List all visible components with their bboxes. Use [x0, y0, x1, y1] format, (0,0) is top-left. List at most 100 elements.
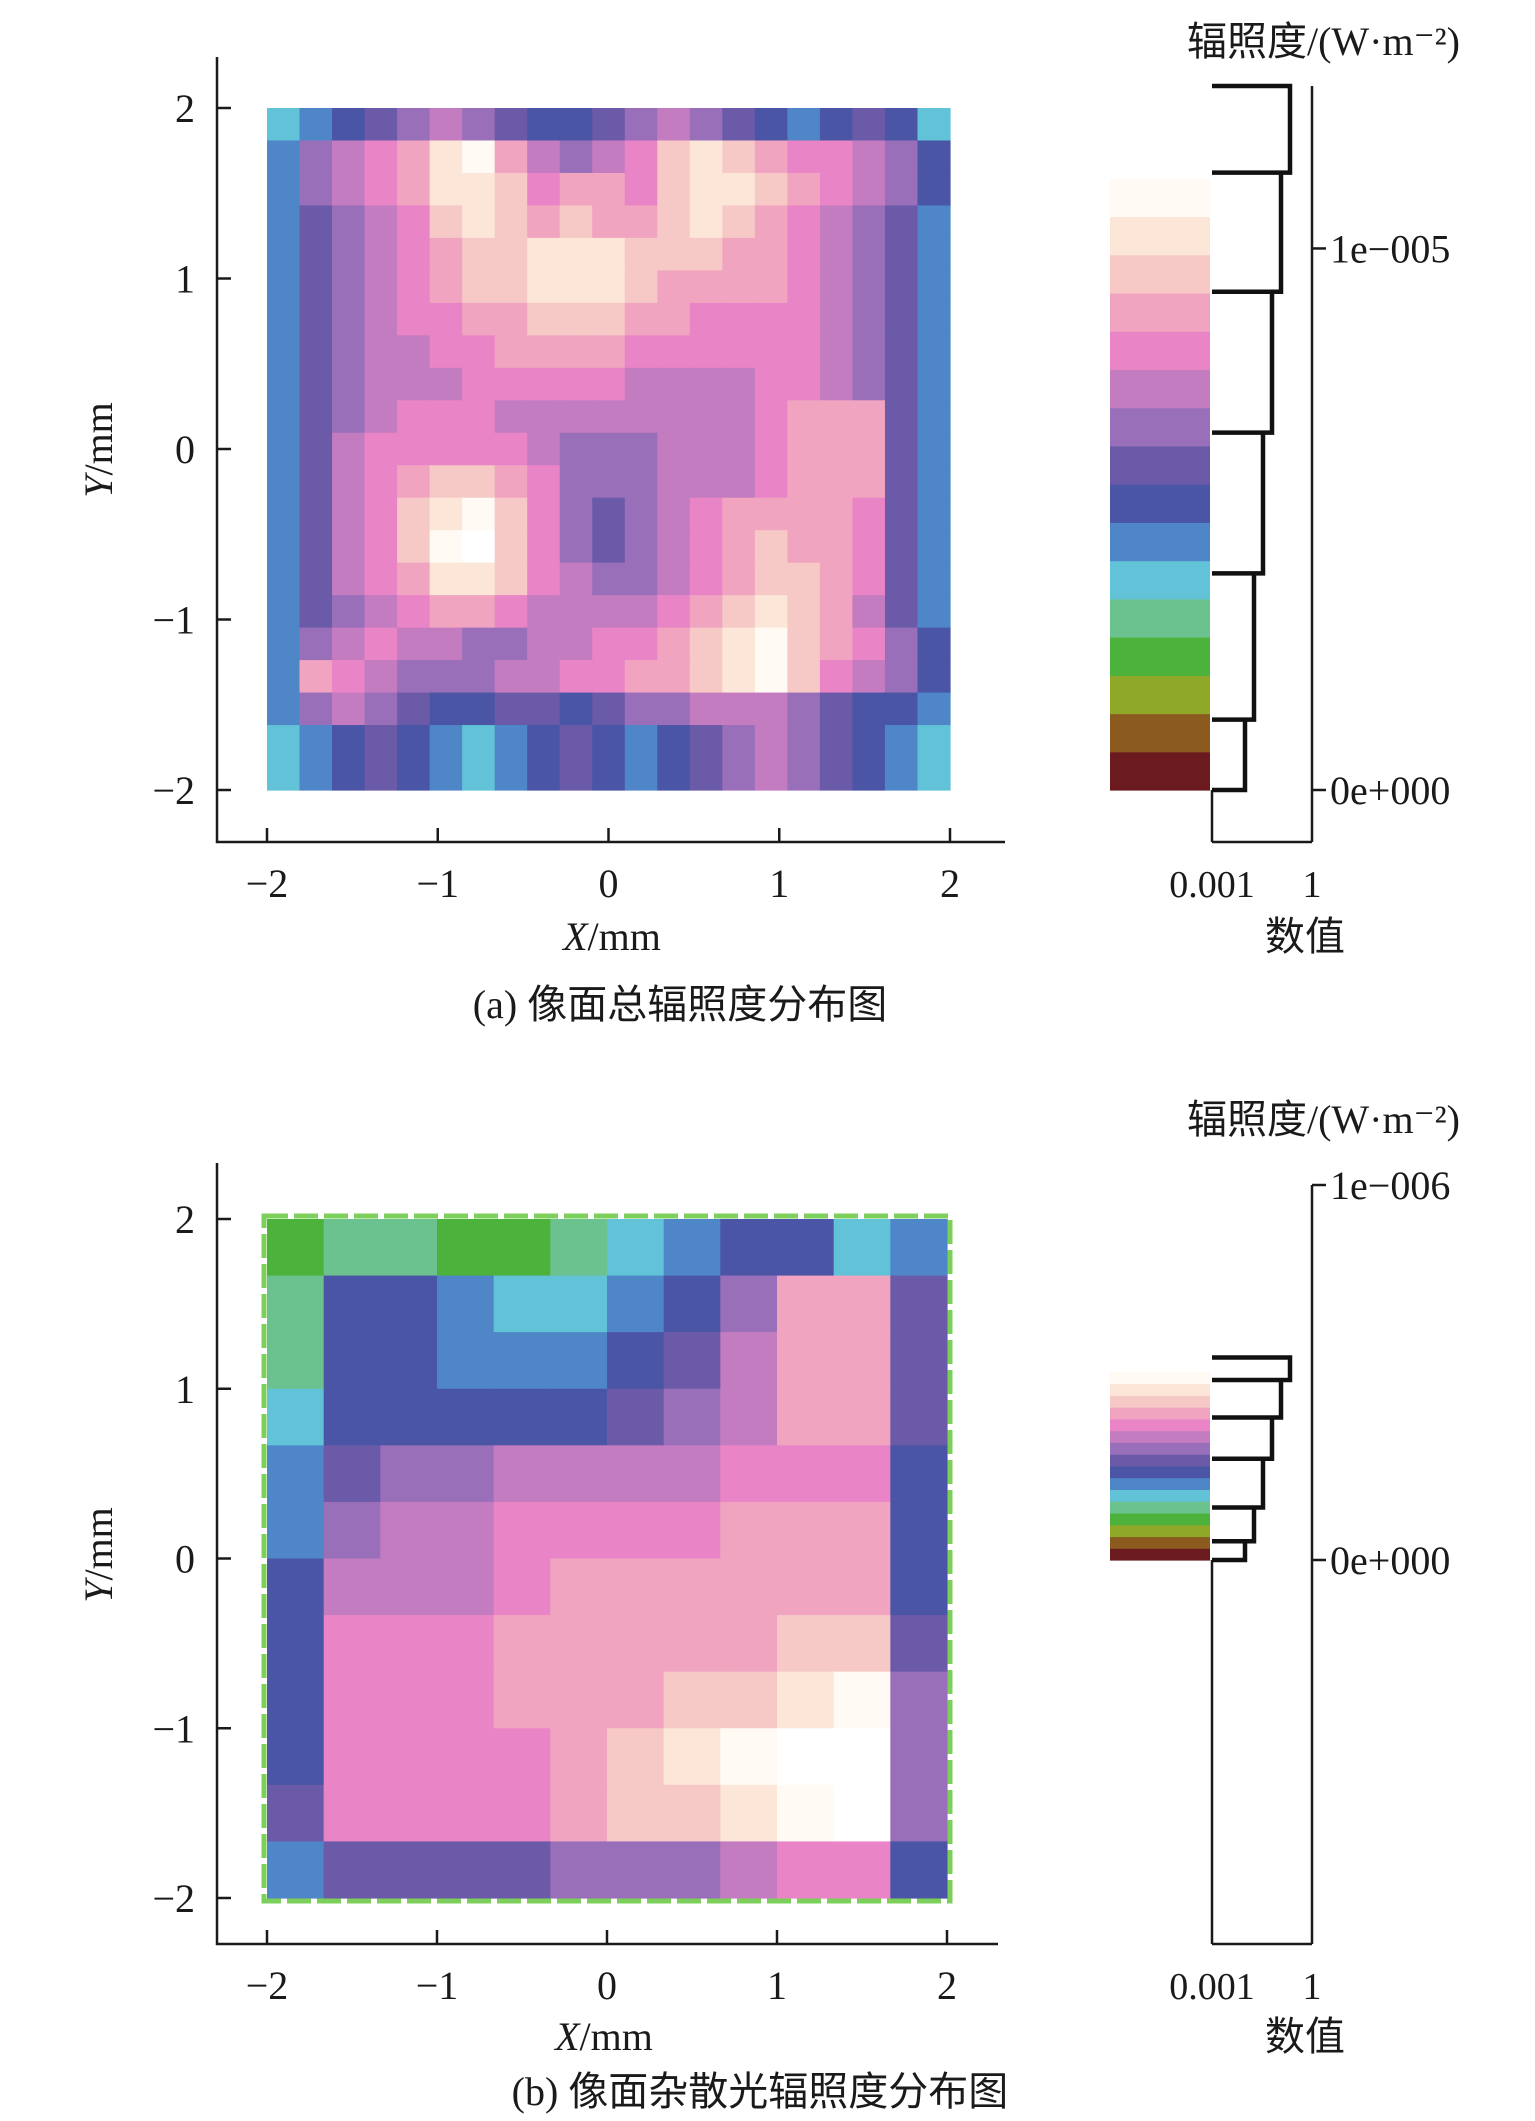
heatmap-cell: [462, 237, 496, 271]
colorbar-tick-label: 1e−005: [1330, 226, 1450, 271]
colorbar-swatch: [1110, 1524, 1210, 1538]
heatmap-cell: [884, 692, 919, 726]
colorbar-tick-label: 1e−006: [1330, 1163, 1450, 1208]
heatmap-cell: [592, 757, 626, 791]
heatmap-cell: [494, 595, 528, 629]
heatmap-cell: [720, 1332, 778, 1390]
heatmap-cell: [592, 335, 626, 369]
heatmap-cell: [787, 627, 821, 661]
x-axis-label-b: X/mm: [553, 2014, 653, 2059]
heatmap-cell: [550, 1615, 608, 1673]
heatmap-cell: [429, 400, 463, 434]
heatmap-cell: [689, 465, 723, 499]
heatmap-cell: [323, 1784, 381, 1843]
heatmap-cell: [657, 725, 691, 759]
heatmap-cell: [267, 660, 301, 694]
heatmap-cell: [657, 140, 691, 174]
heatmap-cell: [550, 1219, 608, 1277]
heatmap-cell: [819, 595, 854, 629]
heatmap-cell: [722, 432, 756, 466]
heatmap-cell: [657, 692, 691, 726]
heatmap-cell: [689, 530, 723, 564]
heatmap-cell: [624, 270, 658, 304]
heatmap-cell: [559, 432, 593, 466]
heatmap-cell: [852, 562, 886, 596]
colorbar-swatch: [1110, 484, 1210, 523]
heatmap-cell: [890, 1615, 948, 1673]
heatmap-cell: [663, 1784, 721, 1843]
heatmap-cell: [494, 400, 528, 434]
colorbar-swatch: [1110, 522, 1210, 562]
colorbar-ticks-a: 1e−005 0e+000: [1312, 226, 1450, 813]
heatmap-cell: [689, 692, 723, 726]
y-tick-label: −2: [152, 1876, 195, 1921]
heatmap-cell: [437, 1501, 495, 1560]
heatmap-cell: [819, 172, 854, 207]
heatmap-cell: [559, 725, 593, 759]
heatmap-cell: [657, 660, 691, 694]
heatmap-cell: [787, 530, 821, 564]
heatmap-cell: [777, 1615, 835, 1673]
heatmap-cell: [462, 172, 496, 207]
x-tick-label: −1: [416, 861, 459, 906]
heatmap-cell: [332, 530, 366, 564]
heatmap-cell: [663, 1501, 721, 1560]
heatmap-cell: [494, 660, 528, 694]
histogram-a: [1210, 83, 1314, 844]
detector-outline: [261, 1213, 953, 1904]
heatmap-cell: [267, 140, 301, 174]
heatmap-cell: [663, 1615, 721, 1673]
heatmap-cell: [689, 400, 723, 434]
heatmap-cell: [890, 1501, 948, 1560]
heatmap-cell: [429, 595, 463, 629]
heatmap-cell: [527, 108, 561, 142]
heatmap-cell: [267, 562, 301, 596]
heatmap-cell: [884, 237, 919, 271]
heatmap-cell: [397, 237, 431, 271]
heatmap-cell: [722, 627, 756, 661]
heatmap-cell: [607, 1671, 665, 1729]
heatmap-cell: [550, 1671, 608, 1729]
heatmap-cell: [624, 172, 658, 207]
heatmap-cell: [494, 432, 528, 466]
heatmap-cell: [852, 530, 886, 564]
colorbar-swatch: [1110, 675, 1210, 715]
heatmap-cell: [527, 335, 561, 369]
heatmap-cell: [917, 400, 951, 434]
heatmap-cell: [494, 367, 528, 401]
heatmap-cell: [663, 1332, 721, 1390]
heatmap-cell: [624, 140, 658, 174]
heatmap-cell: [689, 205, 723, 239]
heatmap-cell: [884, 270, 919, 304]
colorbar-swatch: [1110, 140, 1210, 179]
heatmap-cell: [689, 660, 723, 694]
heatmap-cell: [494, 692, 528, 726]
heatmap-cell: [917, 432, 951, 466]
heatmap-cell: [663, 1445, 721, 1503]
heatmap-cell: [819, 367, 854, 401]
heatmap-cell: [720, 1784, 778, 1843]
heatmap-cell: [332, 400, 366, 434]
heatmap-cell: [429, 205, 463, 239]
heatmap-cell: [607, 1332, 665, 1390]
heatmap-cell: [852, 237, 886, 271]
heatmap-cell: [550, 1784, 608, 1843]
heatmap-cell: [884, 562, 919, 596]
heatmap-cell: [852, 660, 886, 694]
heatmap-cell: [397, 595, 431, 629]
heatmap-cell: [754, 432, 788, 466]
heatmap-cell: [267, 1671, 325, 1729]
heatmap-cell: [917, 140, 951, 174]
heatmap-cell: [267, 270, 301, 304]
heatmap-cell: [833, 1728, 891, 1786]
heatmap-cell: [397, 172, 431, 207]
heatmap-cell: [299, 367, 333, 401]
heatmap-cell: [833, 1558, 891, 1616]
heatmap-cell: [754, 595, 788, 629]
heatmap-cell: [380, 1445, 438, 1503]
heatmap-cell: [884, 757, 919, 791]
heatmap-cell: [462, 660, 496, 694]
heatmap-cell: [592, 172, 626, 207]
heatmap-cell: [592, 692, 626, 726]
colorbar-swatch: [1110, 1548, 1210, 1561]
